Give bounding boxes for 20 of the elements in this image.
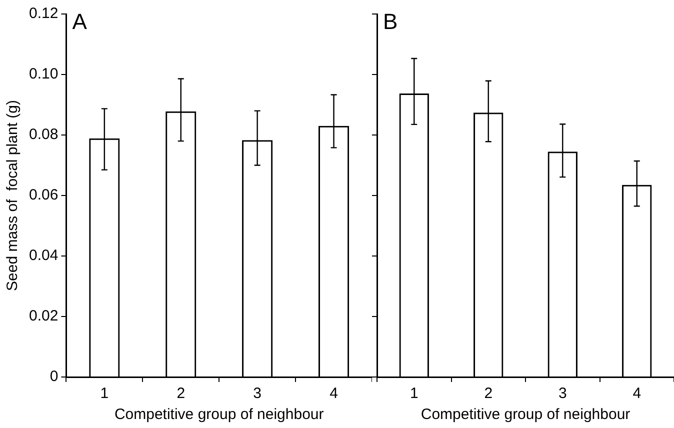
x-axis-title: Competitive group of neighbour: [114, 406, 324, 424]
x-tick-label: 2: [484, 385, 493, 402]
y-axis-title: Seed mass of focal plant (g): [4, 100, 22, 291]
chart-title: A: [72, 9, 88, 34]
y-tick-label: 0.04: [28, 247, 58, 264]
y-tick-label: 0.12: [28, 5, 58, 22]
x-tick-label: 1: [100, 385, 109, 402]
y-tick-label: 0: [50, 368, 58, 386]
x-axis-title: Competitive group of neighbour: [420, 406, 630, 424]
x-tick-label: 4: [330, 385, 338, 402]
y-tick-label: 0.10: [28, 66, 58, 83]
x-tick-label: 1: [410, 385, 418, 402]
x-tick-label: 4: [632, 385, 642, 402]
x-tick-label: 3: [558, 385, 567, 402]
x-tick-label: 2: [176, 385, 186, 402]
y-tick-label: 0.02: [28, 308, 58, 325]
x-tick-label: 3: [253, 385, 262, 402]
y-tick-label: 0.08: [28, 126, 58, 144]
chart-title: B: [383, 9, 398, 34]
y-tick-label: 0.06: [28, 186, 58, 204]
